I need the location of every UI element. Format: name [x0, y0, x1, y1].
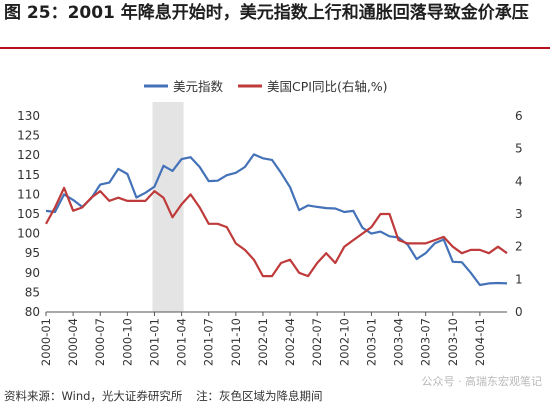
right-tick-label: 5 — [515, 142, 523, 156]
x-tick-label: 2000-04 — [66, 318, 80, 366]
title-divider — [0, 47, 550, 49]
note-text: 注：灰色区域为降息期间 — [196, 389, 323, 403]
x-tick-label: 2001-01 — [147, 318, 161, 366]
left-tick-label: 125 — [17, 129, 40, 143]
left-tick-label: 80 — [25, 305, 40, 319]
x-tick-label: 2001-07 — [202, 318, 216, 366]
right-tick-label: 3 — [515, 207, 523, 221]
left-tick-label: 105 — [17, 207, 40, 221]
left-tick-label: 110 — [17, 187, 40, 201]
figure-footer: 资料来源：Wind，光大证券研究所 注：灰色区域为降息期间 — [4, 388, 544, 404]
right-tick-label: 6 — [515, 109, 523, 123]
watermark: 公众号 · 高瑞东宏观笔记 — [421, 375, 543, 388]
x-tick-label: 2000-01 — [39, 318, 53, 366]
right-tick-label: 0 — [515, 305, 523, 319]
x-tick-label: 2000-07 — [93, 318, 107, 366]
right-tick-label: 4 — [515, 174, 523, 188]
left-tick-label: 130 — [17, 109, 40, 123]
x-tick-label: 2002-10 — [337, 318, 351, 366]
left-tick-label: 85 — [25, 285, 40, 299]
x-tick-label: 2003-10 — [446, 318, 460, 366]
x-tick-label: 2002-01 — [256, 318, 270, 366]
x-tick-label: 2003-07 — [419, 318, 433, 366]
x-tick-label: 2002-07 — [310, 318, 324, 366]
cpi-yoy-line — [45, 186, 508, 278]
figure-title: 图 25：2001 年降息开始时，美元指数上行和通胀回落导致金价承压 — [4, 3, 529, 23]
x-tick-label: 2001-04 — [175, 318, 189, 366]
x-tick-label: 2004-01 — [473, 318, 487, 366]
x-tick-label: 2001-10 — [229, 318, 243, 366]
left-tick-label: 90 — [25, 266, 40, 280]
x-tick-label: 2003-01 — [364, 318, 378, 366]
legend-label-usd: 美元指数 — [173, 79, 224, 94]
right-tick-label: 1 — [515, 272, 523, 286]
legend-label-cpi: 美国CPI同比(右轴,%) — [267, 79, 388, 94]
left-tick-label: 115 — [17, 168, 40, 182]
x-tick-label: 2000-10 — [120, 318, 134, 366]
right-tick-label: 2 — [515, 240, 523, 254]
x-tick-label: 2003-04 — [392, 318, 406, 366]
left-tick-label: 100 — [17, 227, 40, 241]
left-tick-label: 120 — [17, 148, 40, 162]
x-tick-label: 2002-04 — [283, 318, 297, 366]
usd-index-line — [45, 153, 508, 287]
left-tick-label: 95 — [25, 246, 40, 260]
source-text: 资料来源：Wind，光大证券研究所 — [4, 389, 183, 403]
